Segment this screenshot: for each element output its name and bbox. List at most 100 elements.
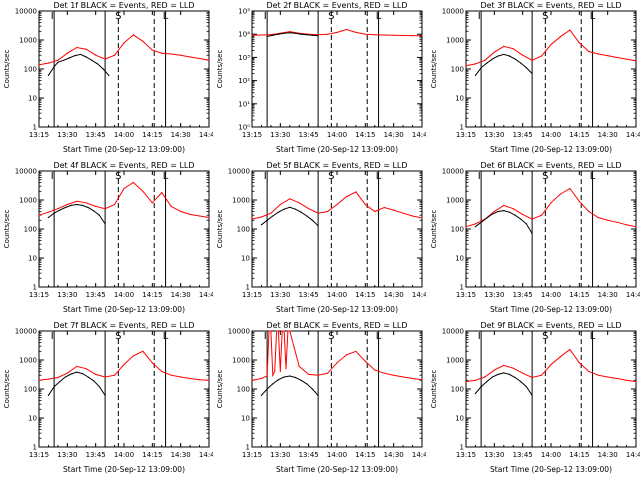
y-tick-label: 1000	[446, 357, 464, 365]
y-tick-label: 10	[241, 415, 250, 423]
series-line-events	[474, 210, 533, 234]
data-point	[38, 379, 40, 381]
data-point	[346, 354, 348, 356]
data-point	[108, 74, 110, 76]
interval-label: I	[51, 331, 54, 342]
x-tick-label: 14:15	[356, 131, 376, 139]
plot-frame	[465, 170, 637, 288]
panel-title: Det 1f BLACK = Events, RED = LLD	[53, 1, 194, 10]
data-point	[295, 376, 297, 379]
panel-title: Det 5f BLACK = Events, RED = LLD	[267, 161, 408, 170]
y-tick-label: 1000	[233, 197, 251, 205]
y-tick-label: 100	[24, 386, 37, 394]
y-tick-label: 10000	[15, 328, 37, 336]
y-tick-label: 1	[459, 284, 463, 292]
x-tick-label: 14:45	[412, 131, 426, 139]
data-point	[512, 208, 514, 210]
series-line-events	[48, 203, 106, 225]
data-point	[272, 374, 274, 376]
data-point	[346, 196, 348, 198]
series-line-events	[474, 53, 533, 76]
data-point	[521, 54, 523, 56]
data-point	[493, 51, 495, 53]
data-point	[151, 202, 153, 204]
y-tick-label: 1	[459, 124, 463, 132]
x-tick-label: 14:45	[626, 451, 640, 459]
data-point	[485, 62, 488, 64]
data-point	[104, 223, 106, 225]
y-tick-label: 10000	[441, 8, 463, 16]
y-tick-label: 10	[28, 95, 37, 103]
plot-frame	[38, 10, 210, 128]
data-point	[587, 50, 590, 53]
y-tick-label: 100	[237, 226, 250, 234]
x-tick-label: 13:45	[512, 291, 532, 299]
data-point	[266, 219, 269, 221]
y-tick-label: 10	[455, 95, 464, 103]
y-axis-label: Counts/sec	[430, 210, 438, 249]
x-tick-label: 14:45	[199, 291, 213, 299]
plot-frame	[465, 330, 637, 448]
data-point	[412, 377, 414, 380]
data-point	[98, 386, 100, 388]
data-point	[317, 225, 320, 227]
y-tick-label: 10	[28, 415, 37, 423]
series-line-events	[47, 371, 106, 396]
y-tick-label: 10	[28, 255, 37, 263]
data-point	[317, 374, 320, 376]
x-tick-label: 14:45	[412, 291, 426, 299]
y-tick-label: 10000	[228, 328, 250, 336]
detector-panel-4: Det 4f BLACK = Events, RED = LLD 13:15 13:…	[3, 161, 213, 314]
data-point	[485, 217, 488, 219]
x-axis-label: Start Time (20-Sep-12 13:09:00)	[490, 465, 612, 474]
data-point	[540, 214, 542, 216]
data-point	[76, 371, 78, 373]
data-point	[289, 206, 291, 208]
interval-label: S	[328, 331, 334, 342]
y-tick-label: 10⁴	[239, 31, 251, 39]
interval-label: S	[542, 171, 548, 182]
data-point	[531, 59, 533, 61]
data-point	[151, 49, 153, 51]
series-line-events	[47, 53, 110, 76]
data-point	[300, 33, 303, 35]
detector-panel-1: Det 1f BLACK = Events, RED = LLD 13:15 13:…	[3, 1, 213, 154]
data-point	[312, 34, 314, 36]
interval-label: S	[115, 171, 121, 182]
data-point	[502, 45, 505, 48]
data-point	[355, 31, 357, 33]
y-tick-label: 1000	[446, 197, 464, 205]
data-point	[189, 377, 191, 380]
interval-label: S	[115, 11, 121, 22]
data-point	[635, 381, 637, 383]
data-point	[161, 370, 163, 373]
data-point	[483, 59, 486, 61]
y-axis-label: Counts/sec	[430, 370, 438, 409]
data-point	[465, 65, 467, 67]
y-tick-label: 10	[455, 415, 464, 423]
data-point	[393, 374, 395, 376]
y-tick-label: 1000	[233, 357, 251, 365]
data-point	[336, 31, 338, 33]
x-tick-label: 13:15	[242, 291, 262, 299]
interval-label: L	[163, 11, 169, 22]
data-point	[287, 330, 289, 332]
x-tick-label: 13:45	[86, 131, 106, 139]
data-point	[38, 64, 40, 66]
x-tick-label: 13:30	[57, 451, 77, 459]
data-point	[355, 350, 357, 352]
x-tick-label: 13:30	[484, 291, 504, 299]
data-point	[85, 368, 87, 370]
data-point	[491, 58, 493, 60]
data-point	[59, 209, 61, 211]
data-point	[266, 388, 269, 390]
data-point	[474, 379, 476, 381]
data-point	[66, 52, 68, 54]
data-point	[306, 215, 308, 217]
data-point	[578, 200, 580, 202]
data-point	[266, 375, 269, 377]
data-point	[606, 55, 608, 57]
y-tick-label: 1000	[19, 197, 37, 205]
data-point	[606, 376, 608, 378]
x-tick-label: 14:30	[171, 451, 191, 459]
